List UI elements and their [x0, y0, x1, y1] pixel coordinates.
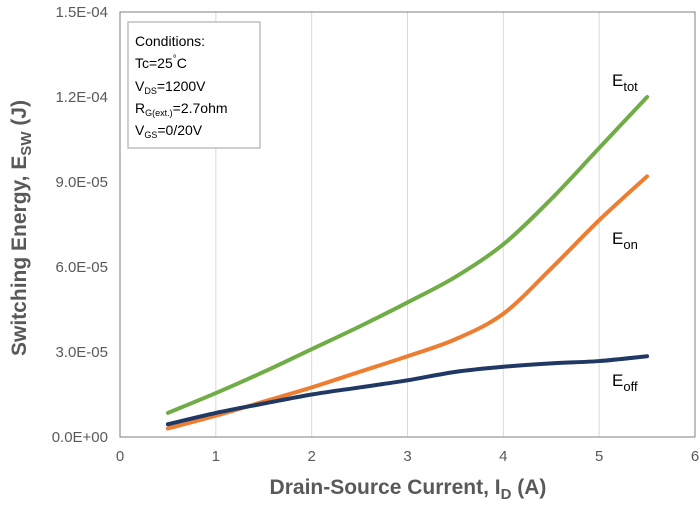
y-tick-label: 9.0E-05 [55, 174, 108, 191]
x-tick-label: 5 [595, 448, 603, 465]
condition-vgs: VGS=0/20V [135, 122, 203, 140]
series-label-etot: Etot [612, 71, 638, 94]
y-tick-label: 3.0E-05 [55, 344, 108, 361]
series-label-eon: Eon [612, 229, 638, 252]
x-tick-label: 6 [691, 448, 699, 465]
y-tick-label: 0.0E+00 [52, 429, 108, 446]
series-line-etot [165, 95, 650, 415]
conditions-title: Conditions: [135, 33, 205, 49]
y-tick-label: 1.5E-04 [55, 4, 108, 21]
condition-rg: RG(ext.)=2.7ohm [135, 100, 228, 118]
x-tick-label: 2 [307, 448, 315, 465]
x-tick-labels: 0 1 2 3 4 5 6 [116, 448, 699, 465]
x-tick-label: 3 [403, 448, 411, 465]
conditions-box-frame [127, 21, 261, 149]
x-tick-label: 0 [116, 448, 124, 465]
series-label-eoff: Eoff [612, 371, 638, 394]
conditions-box: Conditions: Tc=25°C VDS=1200V RG(ext.)=2… [127, 21, 261, 149]
y-tick-label: 1.2E-04 [55, 89, 108, 106]
condition-vds: VDS=1200V [135, 78, 206, 96]
series-layer [165, 95, 650, 431]
y-tick-labels: 0.0E+00 3.0E-05 6.0E-05 9.0E-05 1.2E-04 1.5E-… [52, 4, 108, 446]
grid-layer [215, 12, 600, 437]
x-axis-title: Drain-Source Current, ID (A) [270, 476, 547, 503]
series-line-eoff [165, 354, 650, 427]
plot-frame [119, 11, 696, 438]
condition-tc: Tc=25°C [135, 54, 187, 71]
y-tick-label: 6.0E-05 [55, 259, 108, 276]
x-tick-label: 1 [212, 448, 220, 465]
y-axis-title: Switching Energy, ESW (J) [8, 100, 35, 356]
x-tick-label: 4 [499, 448, 507, 465]
